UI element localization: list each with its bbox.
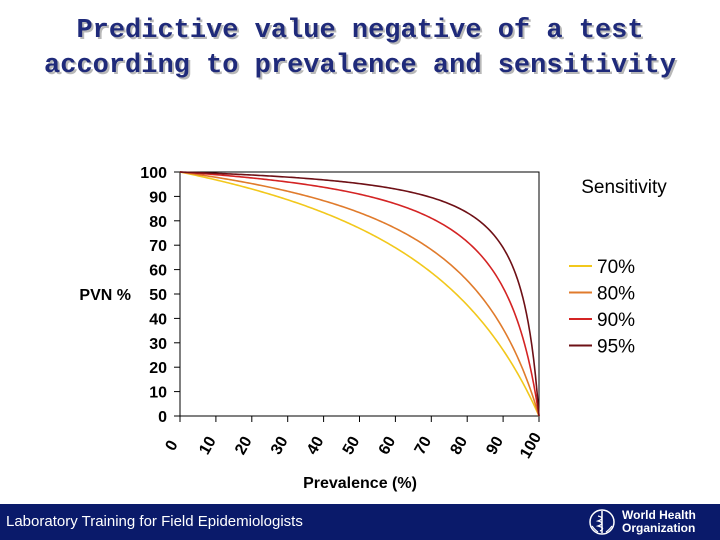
footer-bar: Laboratory Training for Field Epidemiolo… <box>0 504 720 540</box>
series-line-70pct <box>179 171 540 417</box>
slide-title: Predictive value negative of a test acco… <box>0 14 720 84</box>
who-logo: World Health Organization <box>588 508 716 536</box>
slide-title-line-1: Predictive value negative of a test <box>76 16 644 46</box>
y-tick-label: 70 <box>149 238 167 255</box>
who-logo-line-1: World Health <box>622 508 696 522</box>
y-tick-label: 40 <box>149 311 167 328</box>
legend-label: 95% <box>597 337 635 358</box>
y-axis-label: PVN % <box>79 287 131 304</box>
x-tick-label: 90 <box>483 434 507 458</box>
who-emblem-icon <box>589 509 615 535</box>
legend-label: 90% <box>597 310 635 331</box>
y-tick-label: 10 <box>149 385 167 402</box>
legend-label: 80% <box>597 284 635 305</box>
x-tick-label: 40 <box>304 434 328 458</box>
series-line-90pct <box>179 171 540 417</box>
x-tick-label: 60 <box>376 434 400 458</box>
series-line-80pct <box>179 171 540 417</box>
footer-text: Laboratory Training for Field Epidemiolo… <box>6 513 303 530</box>
x-axis: 0 10 20 30 40 50 60 70 80 90 100 <box>163 416 545 462</box>
x-tick-label: 30 <box>268 434 292 458</box>
x-tick-label: 0 <box>163 438 182 454</box>
x-axis-label: Prevalence (%) <box>303 475 417 492</box>
y-tick-label: 20 <box>149 360 167 377</box>
y-tick-label: 60 <box>149 263 167 280</box>
legend: 70% 80% 90% 95% <box>569 257 635 358</box>
legend-title: Sensitivity <box>581 177 667 198</box>
x-tick-label: 10 <box>196 434 220 458</box>
x-tick-label: 100 <box>517 430 545 462</box>
y-tick-label: 80 <box>149 214 167 231</box>
x-tick-label: 20 <box>232 434 256 458</box>
slide-title-line-2: according to prevalence and sensitivity <box>44 51 676 81</box>
plot-area <box>179 171 540 417</box>
who-logo-line-2: Organization <box>622 521 696 535</box>
x-tick-label: 50 <box>340 434 364 458</box>
y-tick-label: 100 <box>140 165 167 182</box>
y-tick-label: 30 <box>149 336 167 353</box>
y-tick-label: 90 <box>149 189 167 206</box>
legend-label: 70% <box>597 257 635 278</box>
y-tick-label: 0 <box>158 409 167 426</box>
x-tick-label: 70 <box>412 434 436 458</box>
series-line-95pct <box>179 171 540 417</box>
y-tick-label: 50 <box>149 287 167 304</box>
series-lines <box>179 171 540 417</box>
who-logo-text: World Health Organization <box>622 509 696 535</box>
x-tick-label: 80 <box>447 434 471 458</box>
